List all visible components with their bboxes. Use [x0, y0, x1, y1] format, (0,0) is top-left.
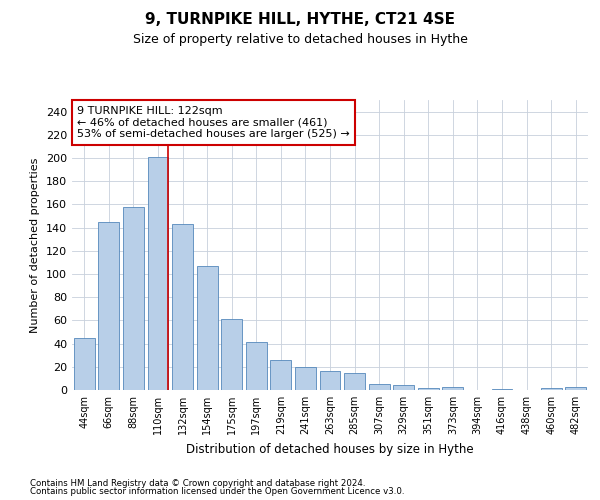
Text: Size of property relative to detached houses in Hythe: Size of property relative to detached ho… — [133, 32, 467, 46]
Bar — [565, 386, 586, 390]
Bar — [393, 386, 414, 390]
Bar — [344, 372, 365, 390]
Bar — [418, 388, 439, 390]
Bar — [491, 389, 512, 390]
Text: Contains public sector information licensed under the Open Government Licence v3: Contains public sector information licen… — [30, 487, 404, 496]
Bar — [221, 319, 242, 390]
Bar — [368, 384, 389, 390]
Bar — [123, 206, 144, 390]
X-axis label: Distribution of detached houses by size in Hythe: Distribution of detached houses by size … — [186, 442, 474, 456]
Text: Contains HM Land Registry data © Crown copyright and database right 2024.: Contains HM Land Registry data © Crown c… — [30, 478, 365, 488]
Bar — [246, 342, 267, 390]
Bar — [197, 266, 218, 390]
Bar — [172, 224, 193, 390]
Bar — [442, 386, 463, 390]
Bar — [74, 338, 95, 390]
Text: 9 TURNPIKE HILL: 122sqm
← 46% of detached houses are smaller (461)
53% of semi-d: 9 TURNPIKE HILL: 122sqm ← 46% of detache… — [77, 106, 350, 139]
Bar — [541, 388, 562, 390]
Bar — [148, 157, 169, 390]
Bar — [271, 360, 292, 390]
Text: 9, TURNPIKE HILL, HYTHE, CT21 4SE: 9, TURNPIKE HILL, HYTHE, CT21 4SE — [145, 12, 455, 28]
Bar — [320, 372, 340, 390]
Bar — [98, 222, 119, 390]
Bar — [295, 367, 316, 390]
Y-axis label: Number of detached properties: Number of detached properties — [31, 158, 40, 332]
